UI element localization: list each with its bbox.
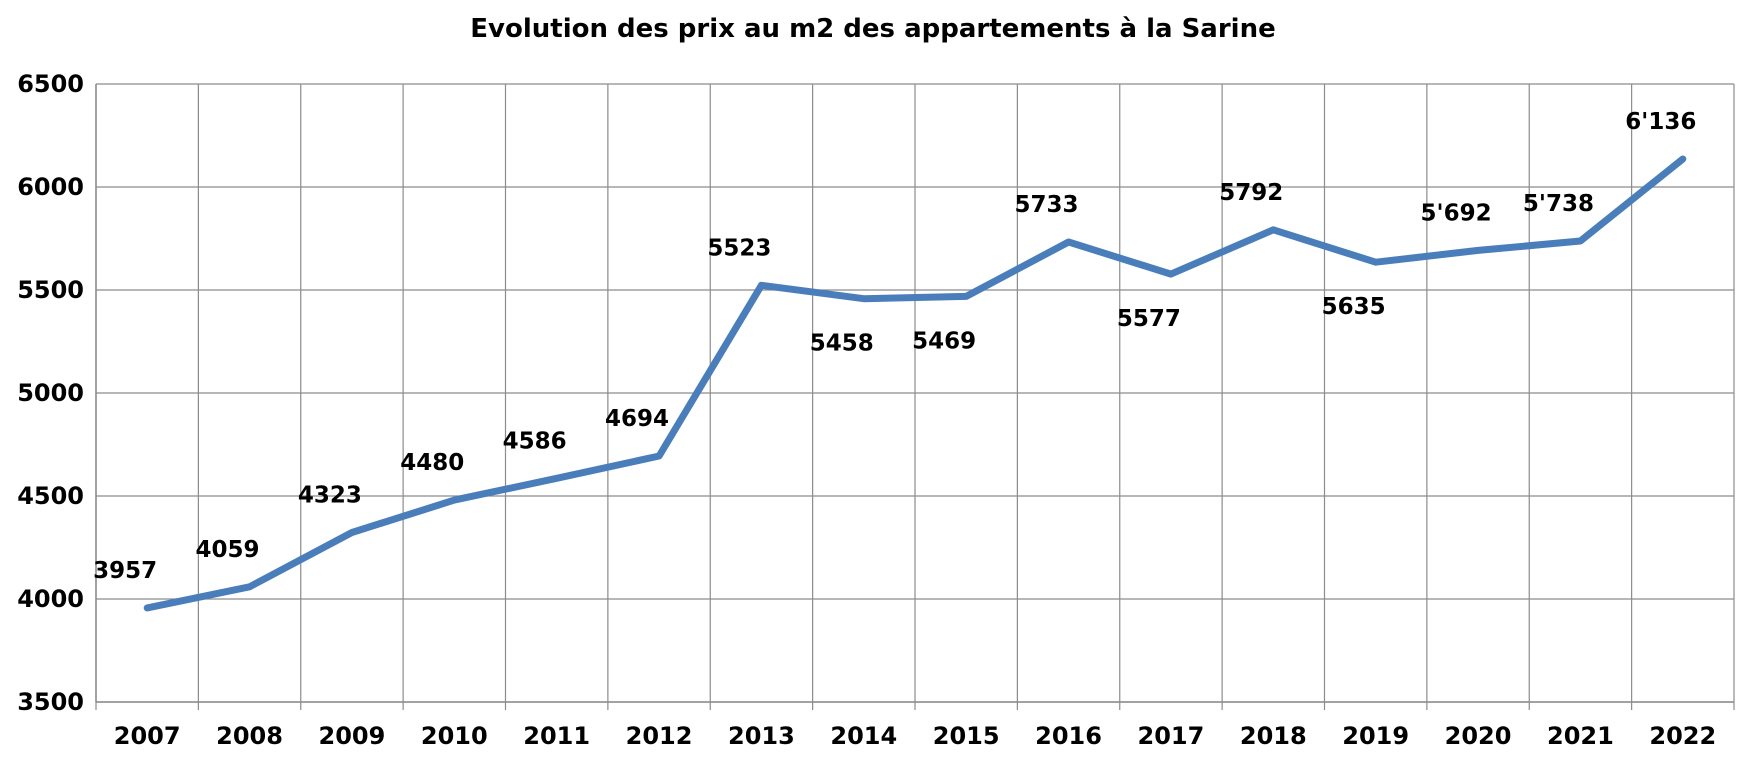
y-tick-label: 6000 [17,173,84,201]
x-tick-label: 2020 [1445,722,1512,750]
label-layer: 3957 4059 4323 4480 4586 4694 5523 5458 5469 5733… [93,109,1696,584]
x-tick-label: 2009 [319,722,386,750]
grid-layer [95,83,1735,703]
data-label: 4323 [298,482,362,508]
x-tick-label: 2014 [830,722,897,750]
data-label: 5458 [810,331,874,357]
x-tick-label: 2022 [1649,722,1716,750]
y-tick-label: 4000 [17,585,84,613]
data-label: 3957 [93,558,157,584]
series-line [143,155,1687,612]
axis-layer: 3500 4000 4500 5000 5500 6000 6500 2007 2008 2009… [17,70,1735,750]
x-tick-label: 2016 [1035,722,1102,750]
data-label: 5733 [1015,192,1079,218]
x-tick-label: 2008 [216,722,283,750]
data-label: 5577 [1117,306,1181,332]
data-label: 5792 [1219,180,1283,206]
x-tick-label: 2013 [728,722,795,750]
y-tick-label: 5000 [17,379,84,407]
x-tick-label: 2018 [1240,722,1307,750]
data-label: 4694 [605,406,669,432]
series-layer [143,155,1687,612]
x-tick-label: 2019 [1342,722,1409,750]
x-tick-label: 2015 [933,722,1000,750]
y-tick-label: 4500 [17,482,84,510]
y-tick-label: 5500 [17,276,84,304]
x-tick-label: 2012 [626,722,693,750]
x-tick-label: 2010 [421,722,488,750]
data-label: 5'692 [1421,200,1492,226]
data-label: 4059 [196,537,260,563]
data-label: 5469 [912,328,976,354]
data-label: 4586 [503,428,567,454]
data-label: 6'136 [1625,109,1696,135]
data-label: 4480 [400,450,464,476]
x-tick-label: 2017 [1138,722,1205,750]
data-label: 5523 [707,235,771,261]
x-tick-label: 2011 [523,722,590,750]
x-tick-label: 2021 [1547,722,1614,750]
y-tick-label: 6500 [17,70,84,98]
data-label: 5635 [1322,294,1386,320]
chart-title: Evolution des prix au m2 des appartement… [470,14,1276,44]
data-label: 5'738 [1523,191,1594,217]
y-tick-label: 3500 [17,688,84,716]
x-tick-label: 2007 [114,722,181,750]
